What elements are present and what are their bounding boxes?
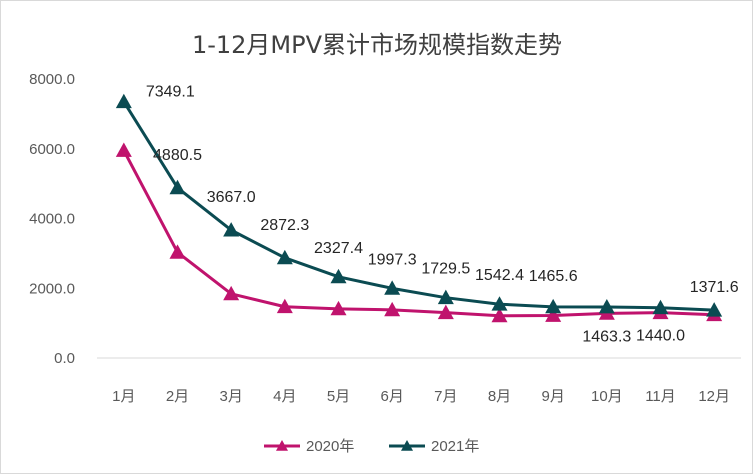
data-point-marker [223, 285, 240, 301]
chart-title: 1-12月MPV累计市场规模指数走势 [192, 31, 562, 59]
data-label: 1997.3 [368, 251, 417, 268]
legend-label: 2020年 [306, 438, 354, 455]
series-line [122, 100, 715, 312]
y-tick-label: 0.0 [54, 350, 75, 367]
data-point-marker [545, 298, 562, 314]
y-tick-label: 2000.0 [29, 280, 75, 297]
data-point-marker [491, 296, 508, 311]
x-tick-label: 10月 [591, 388, 623, 405]
data-point-marker [437, 289, 454, 305]
data-point-marker [276, 298, 293, 314]
y-axis-ticks: 0.0 2000.0 4000.0 6000.0 8000.0 [29, 71, 75, 367]
x-tick-label: 5月 [327, 388, 350, 405]
data-point-marker [115, 142, 132, 157]
data-label: 2872.3 [260, 217, 309, 234]
y-tick-label: 8000.0 [29, 71, 75, 88]
x-tick-label: 3月 [219, 388, 242, 405]
legend-swatch-marker [401, 440, 413, 451]
y-tick-label: 6000.0 [29, 141, 75, 158]
data-point-marker [598, 298, 615, 314]
data-point-marker [330, 300, 347, 316]
data-point-marker [545, 307, 562, 322]
x-tick-label: 2月 [166, 388, 189, 405]
data-point-marker [169, 244, 186, 259]
data-label: 4880.5 [153, 147, 202, 164]
data-label: 2327.4 [314, 240, 363, 257]
data-label: 1465.6 [529, 268, 578, 285]
data-point-marker [437, 304, 454, 320]
x-tick-label: 1月 [112, 388, 135, 405]
series-line [122, 149, 715, 318]
series-group [115, 93, 723, 323]
x-tick-label: 11月 [645, 388, 676, 405]
legend-label: 2021年 [431, 438, 479, 455]
data-label: 1440.0 [636, 328, 685, 345]
data-label: 7349.1 [146, 84, 195, 101]
data-point-marker [276, 249, 293, 265]
data-point-marker [223, 222, 240, 237]
x-tick-label: 9月 [541, 388, 564, 405]
data-label: 1463.3 [582, 328, 631, 345]
data-label: 3667.0 [207, 189, 256, 206]
legend-swatch-marker [276, 440, 288, 451]
x-tick-label: 7月 [434, 388, 457, 405]
x-axis-ticks: 1月 2月 3月 4月 5月 6月 7月 8月 9月 10月 11月 12月 [112, 388, 730, 405]
x-tick-label: 6月 [380, 388, 403, 405]
data-label: 1371.6 [690, 279, 739, 296]
data-point-marker [330, 268, 347, 284]
x-tick-label: 8月 [488, 388, 511, 405]
data-point-marker [384, 301, 401, 317]
data-point-marker [706, 302, 723, 317]
x-tick-label: 4月 [273, 388, 296, 405]
data-label: 1542.4 [475, 267, 524, 284]
legend: 2020年 2021年 [264, 438, 479, 455]
data-point-marker [169, 179, 186, 195]
y-tick-label: 4000.0 [29, 211, 75, 228]
data-point-marker [384, 280, 401, 295]
data-point-marker [652, 299, 669, 315]
data-point-marker [115, 93, 132, 109]
data-label: 1729.5 [421, 261, 470, 278]
x-tick-label: 12月 [698, 388, 730, 405]
data-point-marker [491, 307, 508, 323]
